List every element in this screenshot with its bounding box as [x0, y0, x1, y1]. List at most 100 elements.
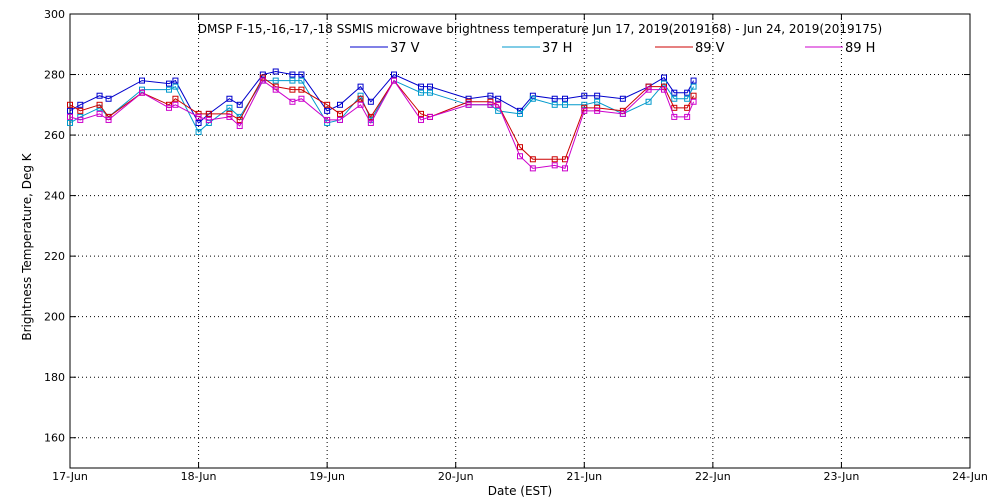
data-point: [661, 74, 667, 81]
data-point: [465, 98, 472, 105]
data-point: [562, 101, 568, 108]
data-point: [67, 101, 73, 108]
axes: 17-Jun 18-Jun 19-Jun 20-Jun 21-Jun 22-Jun 23-J…: [44, 8, 988, 483]
x-tick-label: 19-Jun: [309, 470, 345, 483]
legend: 37 V 37 H 89 V 89 H: [350, 41, 875, 56]
data-point: [337, 110, 343, 117]
data-point: [661, 86, 667, 93]
data-point: [684, 113, 691, 120]
data-point: [289, 71, 296, 78]
data-point: [96, 110, 103, 117]
y-tick-label: 300: [44, 8, 65, 21]
data-point: [690, 83, 697, 90]
data-point: [465, 101, 472, 108]
data-point: [324, 119, 331, 126]
data-point: [671, 95, 678, 102]
x-axis-label: Date (EST): [488, 484, 552, 498]
data-point: [645, 83, 652, 90]
data-point: [391, 77, 397, 84]
data-point: [495, 101, 502, 108]
data-point: [671, 113, 678, 120]
data-point: [205, 110, 212, 117]
data-point: [236, 101, 243, 108]
data-point: [487, 98, 494, 105]
data-point: [226, 95, 233, 102]
data-point: [671, 89, 678, 96]
data-point: [172, 95, 179, 102]
data-point: [139, 89, 145, 96]
y-tick-label: 280: [44, 69, 65, 82]
series: [67, 68, 697, 172]
data-point: [166, 80, 172, 87]
data-point: [487, 101, 494, 108]
data-point: [690, 92, 697, 99]
data-point: [272, 68, 279, 75]
data-point: [289, 98, 296, 105]
data-point: [96, 92, 103, 99]
data-point: [465, 95, 472, 102]
data-point: [139, 77, 145, 84]
data-point: [272, 77, 279, 84]
data-point: [367, 98, 374, 105]
data-point: [357, 83, 364, 90]
data-point: [172, 101, 179, 108]
data-point: [226, 113, 233, 120]
data-point: [166, 86, 172, 93]
x-tick-label: 23-Jun: [824, 470, 860, 483]
data-point: [684, 89, 691, 96]
data-point: [562, 156, 568, 163]
data-point: [324, 107, 331, 114]
data-point: [661, 80, 667, 87]
data-point: [517, 110, 523, 117]
data-point: [172, 77, 179, 84]
x-tick-label: 20-Jun: [438, 470, 474, 483]
data-point: [529, 92, 536, 99]
data-point: [427, 83, 433, 90]
data-point: [289, 77, 296, 84]
legend-item: 89 V: [655, 41, 725, 56]
legend-item: 37 H: [502, 41, 572, 56]
data-point: [551, 162, 558, 169]
data-point: [529, 95, 536, 102]
series-line: [69, 70, 695, 124]
data-point: [427, 113, 433, 120]
data-point: [236, 116, 243, 123]
data-point: [367, 113, 374, 120]
data-point: [529, 165, 536, 172]
data-point: [298, 95, 305, 102]
data-point: [517, 144, 523, 151]
data-point: [619, 110, 626, 117]
legend-item: 37 V: [350, 41, 420, 56]
legend-label: 89 V: [695, 41, 725, 56]
data-point: [619, 95, 626, 102]
data-point: [581, 104, 588, 111]
series-line: [69, 79, 695, 169]
data-point: [357, 101, 364, 108]
data-point: [195, 129, 202, 136]
legend-item: 89 H: [805, 41, 875, 56]
data-point: [594, 104, 601, 111]
data-point: [427, 89, 433, 96]
data-point: [166, 104, 172, 111]
data-point: [298, 77, 305, 84]
data-point: [581, 101, 588, 108]
x-tick-label: 22-Jun: [695, 470, 731, 483]
data-point: [562, 95, 568, 102]
series-line: [69, 79, 695, 133]
data-point: [418, 83, 424, 90]
data-point: [551, 156, 558, 163]
data-point: [226, 104, 233, 111]
data-point: [551, 95, 558, 102]
data-point: [324, 101, 331, 108]
legend-label: 89 H: [845, 41, 875, 56]
data-point: [418, 116, 424, 123]
data-point: [205, 116, 212, 123]
data-point: [551, 101, 558, 108]
x-tick-label: 17-Jun: [52, 470, 88, 483]
data-point: [418, 89, 424, 96]
data-point: [391, 71, 397, 78]
data-point: [517, 153, 523, 160]
data-point: [172, 83, 179, 90]
